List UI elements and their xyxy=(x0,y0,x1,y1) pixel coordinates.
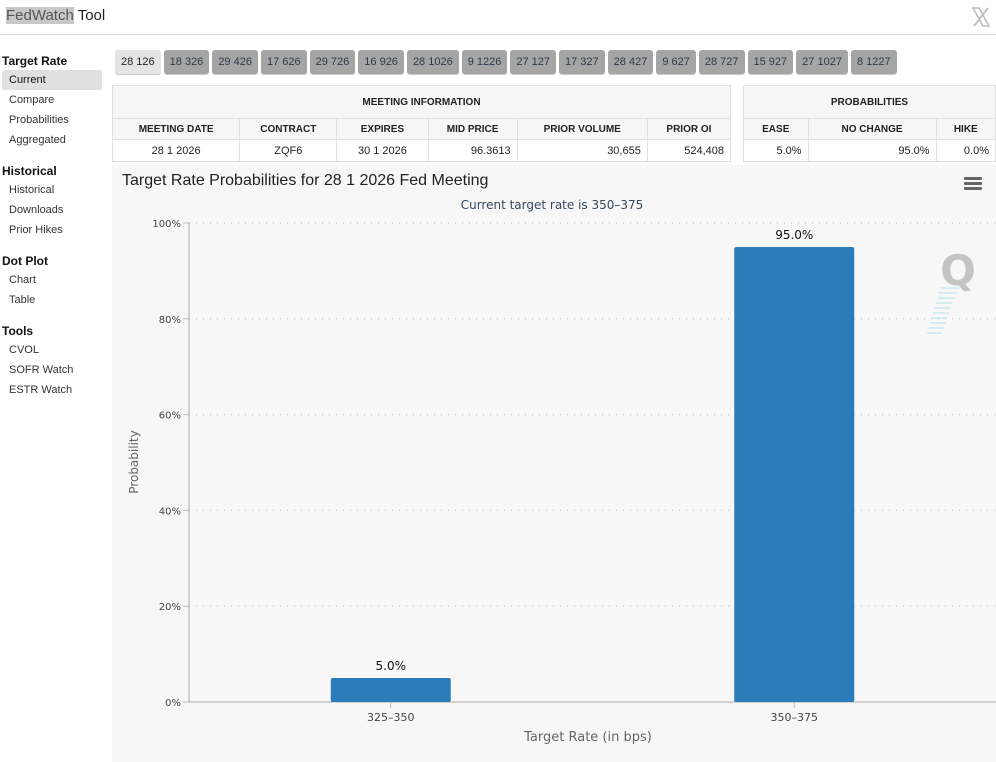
sidebar-item-probabilities[interactable]: Probabilities xyxy=(9,114,69,126)
column-header-prior-oi: PRIOR OI xyxy=(646,118,732,140)
y-tick-label: 20% xyxy=(159,602,181,613)
meeting-tab[interactable]: 27 1027 xyxy=(796,50,848,74)
x-logo-icon[interactable] xyxy=(971,6,991,28)
meeting-tab[interactable]: 29 726 xyxy=(309,50,356,74)
chart-subtitle: Current target rate is 350–375 xyxy=(461,198,644,212)
data-label: 95.0% xyxy=(775,228,813,242)
sidebar-item-prior-hikes[interactable]: Prior Hikes xyxy=(9,224,63,236)
meeting-information-table: MEETING INFORMATION MEETING DATE CONTRACT… xyxy=(111,85,732,162)
meeting-tab[interactable]: 17 327 xyxy=(559,50,605,74)
column-header-meeting-date: MEETING DATE xyxy=(111,118,241,140)
x-tick-label: 325–350 xyxy=(367,711,415,724)
meeting-tab[interactable]: 28 727 xyxy=(698,50,745,74)
cell-meeting-date: 28 1 2026 xyxy=(111,139,241,162)
column-header-prior-volume: PRIOR VOLUME xyxy=(516,118,648,140)
sidebar-item-historical[interactable]: Historical xyxy=(9,184,55,196)
sidebar-item-aggregated[interactable]: Aggregated xyxy=(9,134,66,146)
top-bar: FedWatch Tool xyxy=(0,0,996,35)
probability-bar-chart: Current target rate is 350–375 0% 20% 40% 60… xyxy=(127,198,996,745)
x-axis-title: Target Rate (in bps) xyxy=(523,730,652,745)
cell-mid-price: 96.3613 xyxy=(427,139,518,162)
chart-title: Target Rate Probabilities for 28 1 2026 … xyxy=(122,172,489,189)
y-tick-label: 0% xyxy=(165,698,181,709)
chart-panel: Target Rate Probabilities for 28 1 2026 … xyxy=(112,165,996,762)
y-tick-label: 100% xyxy=(152,219,181,230)
sidebar-spacer xyxy=(0,240,104,250)
sidebar-nav: Target Rate Current Compare Probabilities Ag… xyxy=(0,50,104,400)
data-label: 5.0% xyxy=(376,659,407,673)
meeting-info-heading: MEETING INFORMATION xyxy=(112,85,731,119)
meeting-date-tabs: 28 126 18 326 29 426 17 626 29 726 16 926 28 1… xyxy=(115,50,897,74)
sidebar-item-compare[interactable]: Compare xyxy=(9,94,55,106)
cell-contract: ZQF6 xyxy=(239,139,338,162)
watermark-text: Q xyxy=(940,246,976,295)
bar-325-350[interactable] xyxy=(330,678,451,702)
meeting-tab[interactable]: 15 927 xyxy=(747,50,794,74)
meeting-tab[interactable]: 9 1226 xyxy=(461,50,508,74)
y-tick-label: 60% xyxy=(159,411,181,422)
cell-prior-oi: 524,408 xyxy=(646,139,732,162)
meeting-tab[interactable]: 28 126 xyxy=(115,50,161,74)
sidebar-heading-historical: Historical xyxy=(2,164,57,178)
meeting-tab[interactable]: 9 627 xyxy=(656,50,696,74)
column-header-expires: EXPIRES xyxy=(336,118,429,140)
probabilities-table: PROBABILITIES EASE NO CHANGE HIKE 5.0% 95.0… xyxy=(743,85,996,162)
app-title: FedWatch Tool xyxy=(6,7,105,24)
y-tick-label: 40% xyxy=(159,506,181,517)
sidebar-heading-target-rate: Target Rate xyxy=(2,54,68,68)
sidebar-item-cvol[interactable]: CVOL xyxy=(9,344,39,356)
meeting-tab[interactable]: 18 326 xyxy=(163,50,210,74)
meeting-tab[interactable]: 17 626 xyxy=(260,50,307,74)
cell-prior-volume: 30,655 xyxy=(516,139,648,162)
hamburger-menu-icon[interactable] xyxy=(964,177,982,191)
probabilities-heading: PROBABILITIES xyxy=(743,85,996,119)
column-header-contract: CONTRACT xyxy=(239,118,338,140)
app-title-highlight: FedWatch xyxy=(6,7,74,24)
cell-no-change: 95.0% xyxy=(807,139,937,162)
cell-hike: 0.0% xyxy=(935,139,996,162)
sidebar-item-downloads[interactable]: Downloads xyxy=(9,204,64,216)
cell-expires: 30 1 2026 xyxy=(336,139,429,162)
column-header-mid-price: MID PRICE xyxy=(427,118,518,140)
meeting-tab[interactable]: 16 926 xyxy=(358,50,404,74)
cell-ease: 5.0% xyxy=(743,139,809,162)
sidebar-item-estr-watch[interactable]: ESTR Watch xyxy=(9,384,73,396)
meeting-tab[interactable]: 28 427 xyxy=(607,50,654,74)
x-tick-label: 350–375 xyxy=(771,711,819,724)
sidebar-spacer xyxy=(0,150,104,160)
y-tick-label: 80% xyxy=(159,315,181,326)
y-axis-title: Probability xyxy=(127,430,141,493)
column-header-no-change: NO CHANGE xyxy=(807,118,937,140)
meeting-tab[interactable]: 8 1227 xyxy=(850,50,897,74)
sidebar-item-chart[interactable]: Chart xyxy=(9,274,36,286)
sidebar-item-table[interactable]: Table xyxy=(9,294,36,306)
sidebar-spacer xyxy=(0,310,104,320)
column-header-hike: HIKE xyxy=(935,118,996,140)
cme-q-watermark-icon: Q xyxy=(927,246,976,334)
meeting-tab[interactable]: 29 426 xyxy=(212,50,258,74)
meeting-tab[interactable]: 28 1026 xyxy=(406,50,459,74)
meeting-tab[interactable]: 27 127 xyxy=(510,50,557,74)
sidebar-heading-tools: Tools xyxy=(2,324,34,338)
sidebar-item-sofr-watch[interactable]: SOFR Watch xyxy=(9,364,74,376)
sidebar-item-current[interactable]: Current xyxy=(2,70,102,90)
sidebar-heading-dot-plot: Dot Plot xyxy=(2,254,48,268)
bar-350-375[interactable] xyxy=(734,246,855,702)
column-header-ease: EASE xyxy=(743,118,809,140)
app-title-rest: Tool xyxy=(73,7,106,24)
